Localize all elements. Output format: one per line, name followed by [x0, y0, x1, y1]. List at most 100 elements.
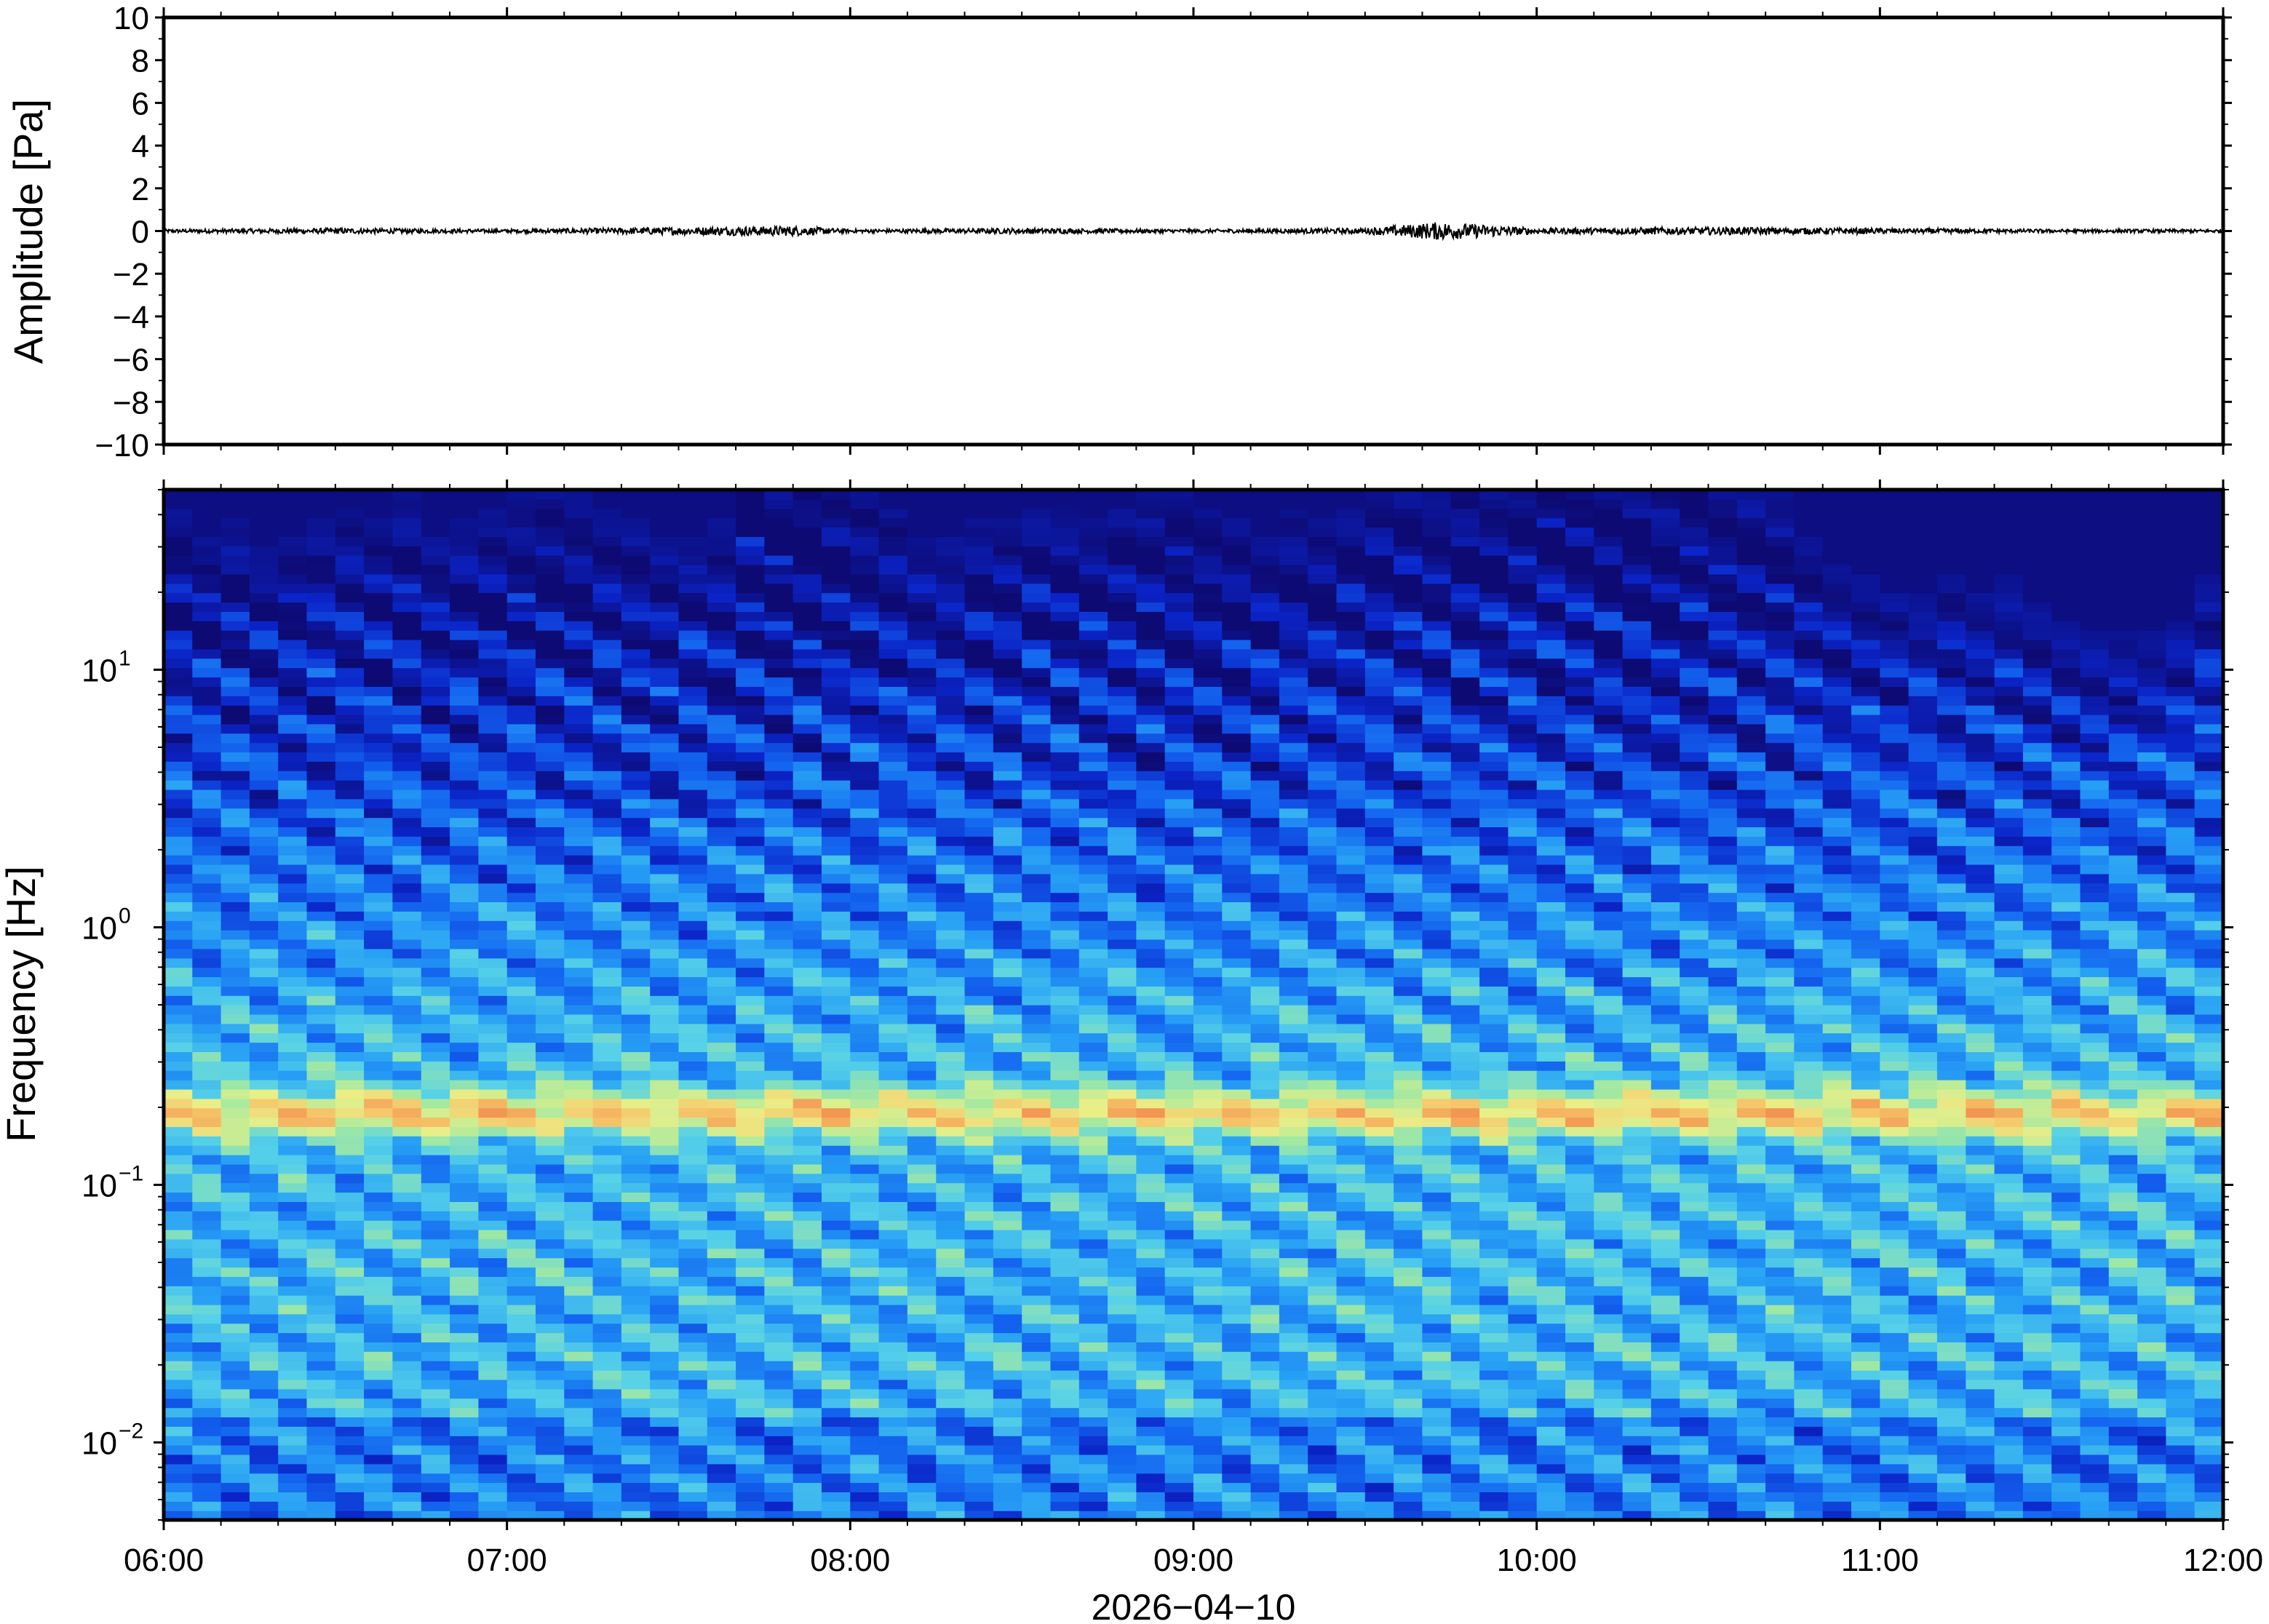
spectrogram-cell — [678, 498, 708, 509]
spectrogram-cell — [707, 1473, 736, 1484]
spectrogram-cell — [822, 864, 851, 875]
spectrogram-cell — [1193, 827, 1223, 837]
spectrogram-cell — [592, 1370, 622, 1380]
spectrogram-cell — [1394, 1117, 1423, 1127]
spectrogram-cell — [936, 845, 966, 856]
spectrogram-cell — [220, 1417, 250, 1427]
spectrogram-cell — [878, 958, 908, 968]
spectrogram-cell — [1193, 1023, 1223, 1034]
spectrogram-cell — [678, 1501, 708, 1511]
spectrogram-cell — [1364, 1463, 1394, 1474]
spectrogram-cell — [1164, 490, 1194, 500]
spectrogram-cell — [650, 995, 680, 1006]
spectrogram-cell — [1164, 976, 1194, 987]
spectrogram-cell — [936, 1426, 966, 1436]
spectrogram-cell — [249, 1398, 279, 1409]
spectrogram-cell — [736, 1388, 765, 1399]
spectrogram-cell — [220, 1145, 250, 1155]
spectrogram-cell — [478, 1492, 508, 1502]
spectrogram-cell — [1078, 1192, 1108, 1202]
spectrogram-cell — [192, 836, 222, 846]
spectrogram-cell — [478, 995, 508, 1006]
spectrogram-cell — [1164, 761, 1194, 771]
spectrogram-cell — [536, 658, 565, 669]
spectrogram-cell — [707, 714, 736, 725]
spectrogram-cell — [850, 1042, 880, 1052]
spectrogram-cell — [678, 1426, 708, 1436]
spectrogram-cell — [364, 1361, 393, 1371]
spectrogram-cell — [306, 1155, 336, 1165]
spectrogram-cell — [192, 686, 222, 696]
spectrogram-cell — [678, 621, 708, 631]
spectrogram-cell — [421, 565, 450, 575]
spectrogram-cell — [450, 508, 479, 519]
spectrogram-cell — [764, 565, 794, 575]
spectrogram-cell — [1108, 1051, 1137, 1062]
spectrogram-cell — [1022, 573, 1052, 584]
spectrogram-cell — [192, 602, 222, 612]
spectrogram-cell — [822, 1370, 851, 1380]
spectrogram-cell — [249, 930, 279, 940]
spectrogram-cell — [764, 621, 794, 631]
spectrogram-cell — [1279, 1295, 1308, 1305]
spectrogram-cell — [1394, 1351, 1423, 1361]
spectrogram-cell — [792, 901, 822, 912]
spectrogram-cell — [1050, 1023, 1080, 1034]
spectrogram-cell — [306, 771, 336, 781]
spectrogram-cell — [421, 1107, 450, 1118]
spectrogram-cell — [678, 1407, 708, 1417]
spectrogram-cell — [993, 490, 1022, 500]
spectrogram-cell — [1422, 1463, 1452, 1474]
spectrogram-cell — [478, 1398, 508, 1409]
spectrogram-cell — [1108, 1014, 1137, 1024]
spectrogram-cell — [564, 648, 594, 659]
spectrogram-cell — [993, 583, 1022, 594]
spectrogram-cell — [1364, 640, 1394, 650]
spectrogram-cell — [364, 1295, 393, 1305]
spectrogram-cell — [993, 901, 1022, 912]
spectrogram-cell — [392, 1436, 422, 1446]
spectrogram-cell — [736, 1361, 765, 1371]
spectrogram-cell — [306, 1398, 336, 1409]
spectrogram-cell — [450, 817, 479, 827]
spectrogram-cell — [1250, 546, 1280, 556]
spectrogram-cell — [707, 1155, 736, 1165]
spectrogram-cell — [1250, 592, 1280, 603]
spectrogram-cell — [1136, 883, 1166, 893]
spectrogram-cell — [278, 1398, 308, 1409]
spectrogram-cell — [1136, 733, 1166, 744]
spectrogram-cell — [1078, 939, 1108, 950]
spectrogram-cell — [1222, 1220, 1252, 1230]
spectrogram-cell — [506, 939, 536, 950]
spectrogram-cell — [478, 508, 508, 519]
spectrogram-cell — [364, 573, 393, 584]
spectrogram-cell — [564, 490, 594, 500]
spectrogram-cell — [878, 1248, 908, 1259]
spectrogram-cell — [1250, 1145, 1280, 1155]
spectrogram-cell — [792, 967, 822, 977]
spectrogram-cell — [678, 892, 708, 902]
spectrogram-cell — [278, 995, 308, 1006]
spectrogram-cell — [621, 986, 651, 996]
spectrogram-cell — [1308, 1014, 1338, 1024]
spectrogram-cell — [878, 1510, 908, 1520]
spectrogram-cell — [564, 780, 594, 790]
spectrogram-cell — [478, 1238, 508, 1249]
spectrogram-cell — [621, 855, 651, 865]
spectrogram-cell — [1136, 808, 1166, 819]
spectrogram-cell — [1222, 696, 1252, 706]
spectrogram-cell — [536, 1388, 565, 1399]
spectrogram-cell — [736, 592, 765, 603]
spectrogram-cell — [1336, 948, 1366, 959]
spectrogram-cell — [249, 911, 279, 921]
spectrogram-cell — [220, 1436, 250, 1446]
spectrogram-cell — [1364, 723, 1394, 734]
spectrogram-cell — [792, 976, 822, 987]
spectrogram-cell — [564, 827, 594, 837]
spectrogram-cell — [993, 986, 1022, 996]
spectrogram-cell — [364, 845, 393, 856]
spectrogram-cell — [822, 798, 851, 809]
spectrogram-cell — [450, 1454, 479, 1465]
spectrogram-cell — [907, 1482, 937, 1492]
spectrogram-cell — [1336, 986, 1366, 996]
